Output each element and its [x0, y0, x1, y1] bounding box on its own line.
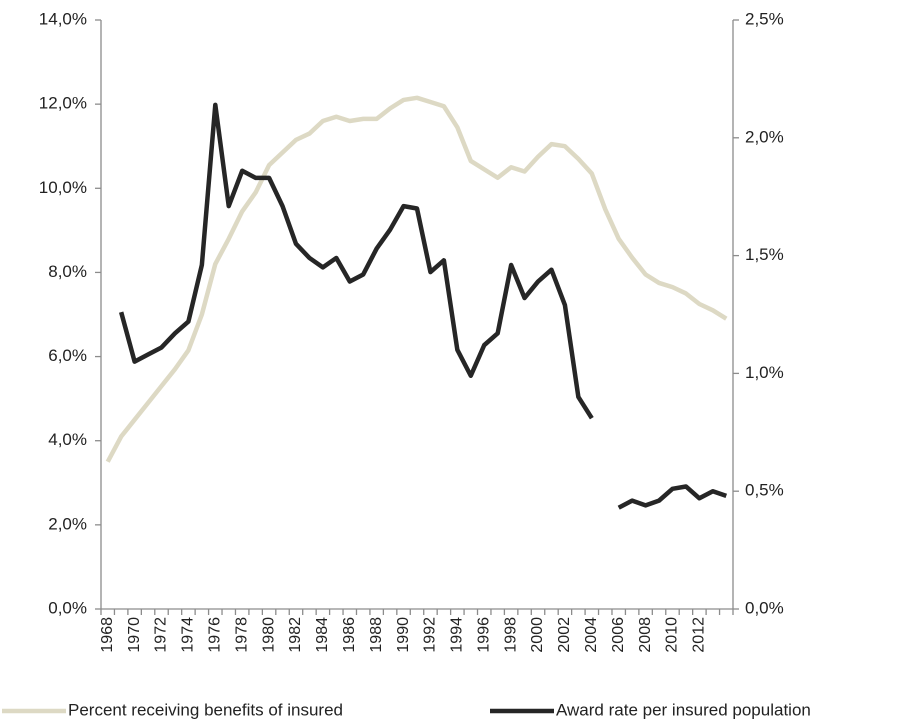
y2-tick-label: 0,5% [745, 481, 784, 500]
x-tick-label: 1990 [395, 617, 412, 653]
y2-tick-label: 0,0% [745, 598, 784, 617]
x-tick-label: 2010 [664, 617, 681, 653]
x-tick-label: 1988 [368, 617, 385, 653]
x-tick-label: 1994 [449, 617, 466, 653]
y-tick-label: 2,0% [48, 514, 87, 533]
data-line [118, 102, 728, 510]
y-tick-label: 8,0% [48, 262, 87, 281]
x-tick-label: 1996 [475, 617, 492, 653]
x-tick-label: 1970 [126, 617, 143, 653]
x-tick-label: 2002 [556, 617, 573, 653]
y-tick-label: 0,0% [48, 598, 87, 617]
x-tick-label: 1980 [260, 617, 277, 653]
y-tick-label: 14,0% [39, 9, 87, 28]
x-tick-label: 1984 [314, 617, 331, 653]
y-tick-label: 4,0% [48, 430, 87, 449]
x-tick-label: 1998 [502, 617, 519, 653]
x-tick-label: 1972 [153, 617, 170, 653]
x-tick-label: 2012 [691, 617, 708, 653]
y2-tick-label: 1,0% [745, 363, 784, 382]
x-tick-label: 2006 [610, 617, 627, 653]
data-line [105, 95, 728, 463]
y2-tick-label: 2,5% [745, 9, 784, 28]
x-tick-label: 1982 [287, 617, 304, 653]
x-tick-label: 1976 [207, 617, 224, 653]
y2-tick-label: 1,5% [745, 245, 784, 264]
y-tick-label: 10,0% [39, 178, 87, 197]
x-tick-label: 2000 [529, 617, 546, 653]
legend-label: Percent receiving benefits of insured [68, 700, 343, 719]
x-tick-label: 1992 [422, 617, 439, 653]
y-tick-label: 12,0% [39, 94, 87, 113]
y-tick-label: 6,0% [48, 346, 87, 365]
x-tick-label: 1978 [233, 617, 250, 653]
x-tick-label: 1974 [180, 617, 197, 653]
legend-label: Award rate per insured population [556, 700, 811, 719]
x-tick-label: 1968 [99, 617, 116, 653]
x-tick-label: 2008 [637, 617, 654, 653]
x-tick-label: 2004 [583, 617, 600, 653]
y2-tick-label: 2,0% [745, 127, 784, 146]
x-tick-label: 1986 [341, 617, 358, 653]
